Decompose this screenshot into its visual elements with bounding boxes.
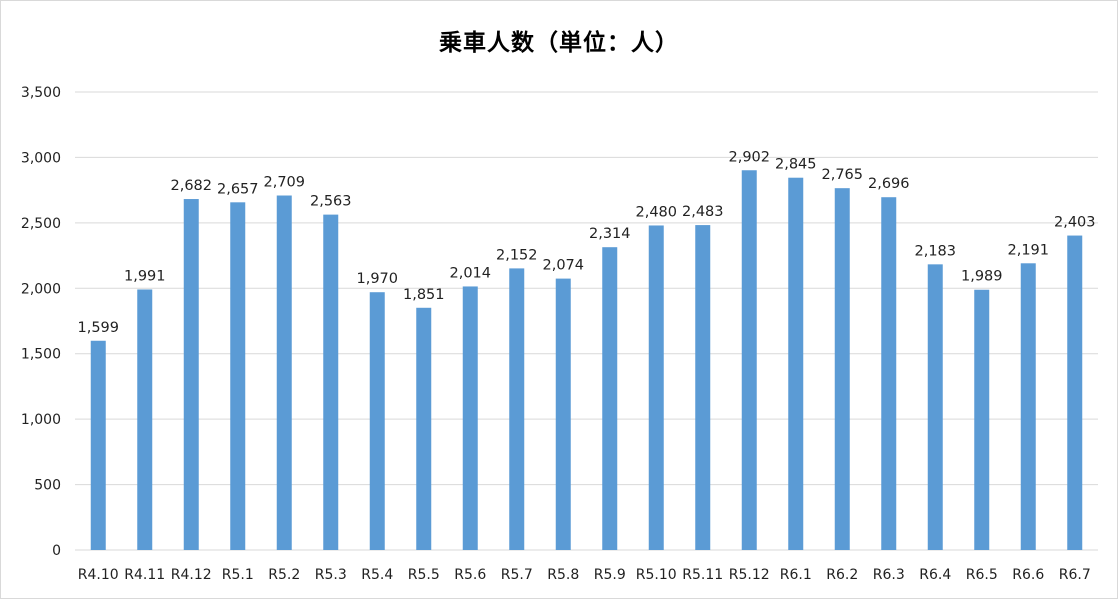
y-tick-label: 3,000 <box>21 150 61 166</box>
x-tick-label: R6.1 <box>780 567 812 583</box>
x-tick-label: R6.7 <box>1059 567 1091 583</box>
data-label: 2,765 <box>821 167 863 183</box>
data-label: 1,851 <box>403 287 445 303</box>
data-label: 2,563 <box>310 194 352 210</box>
y-tick-label: 3,500 <box>21 85 61 101</box>
bar <box>323 214 339 550</box>
bar <box>648 225 664 550</box>
x-tick-label: R5.10 <box>636 567 677 583</box>
bar <box>90 340 106 550</box>
data-label: 2,709 <box>263 175 305 191</box>
data-label: 2,403 <box>1054 215 1096 231</box>
x-tick-label: R5.11 <box>682 567 723 583</box>
bar <box>462 286 478 550</box>
y-tick-label: 500 <box>34 478 61 494</box>
data-label: 1,991 <box>124 268 166 284</box>
x-tick-label: R5.8 <box>547 567 579 583</box>
bar <box>183 199 199 550</box>
y-tick-label: 1,500 <box>21 347 61 363</box>
x-tick-label: R5.6 <box>454 567 486 583</box>
bar <box>509 268 525 550</box>
x-tick-label: R4.12 <box>171 567 212 583</box>
x-tick-label: R5.3 <box>315 567 347 583</box>
x-tick-label: R5.5 <box>408 567 440 583</box>
bar <box>369 292 385 550</box>
bar <box>230 202 246 551</box>
x-tick-label: R5.1 <box>222 567 254 583</box>
bar <box>276 195 292 550</box>
y-tick-label: 0 <box>52 543 61 559</box>
x-tick-label: R4.11 <box>124 567 165 583</box>
bar <box>555 278 571 550</box>
data-label: 1,989 <box>961 269 1003 285</box>
data-label: 2,480 <box>635 204 677 220</box>
x-tick-label: R6.4 <box>919 567 951 583</box>
bar <box>834 188 850 550</box>
bar <box>974 289 990 550</box>
data-label: 2,014 <box>449 265 491 281</box>
x-tick-label: R5.9 <box>594 567 626 583</box>
data-label: 2,183 <box>914 243 956 259</box>
bar <box>1020 263 1036 550</box>
data-label: 2,152 <box>496 247 538 263</box>
bar <box>881 197 897 550</box>
x-tick-label: R6.2 <box>826 567 858 583</box>
bar <box>416 307 432 550</box>
data-label: 2,696 <box>868 176 910 192</box>
x-tick-label: R5.4 <box>361 567 393 583</box>
chart-title: 乗車人数（単位：人） <box>439 30 679 56</box>
bar <box>741 170 757 551</box>
x-tick-label: R5.2 <box>268 567 300 583</box>
x-tick-label: R5.12 <box>729 567 770 583</box>
data-label: 2,314 <box>589 226 631 242</box>
data-label: 2,074 <box>542 258 584 274</box>
x-tick-label: R5.7 <box>501 567 533 583</box>
y-tick-label: 1,000 <box>21 412 61 428</box>
bar <box>602 247 618 550</box>
bar <box>788 177 804 550</box>
bar <box>1067 235 1083 550</box>
y-tick-label: 2,500 <box>21 216 61 232</box>
bar <box>695 225 711 550</box>
x-tick-label: R4.10 <box>78 567 119 583</box>
data-label: 2,483 <box>682 204 724 220</box>
x-tick-label: R6.6 <box>1012 567 1044 583</box>
bar <box>137 289 153 550</box>
data-label: 1,970 <box>356 271 398 287</box>
data-label: 2,902 <box>728 149 770 165</box>
data-label: 2,845 <box>775 157 817 173</box>
bar <box>927 264 943 550</box>
x-tick-label: R6.3 <box>873 567 905 583</box>
data-label: 1,599 <box>77 320 119 336</box>
data-label: 2,191 <box>1007 242 1049 258</box>
y-tick-label: 2,000 <box>21 281 61 297</box>
x-tick-label: R6.5 <box>966 567 998 583</box>
data-label: 2,657 <box>217 181 259 197</box>
data-label: 2,682 <box>170 178 212 194</box>
